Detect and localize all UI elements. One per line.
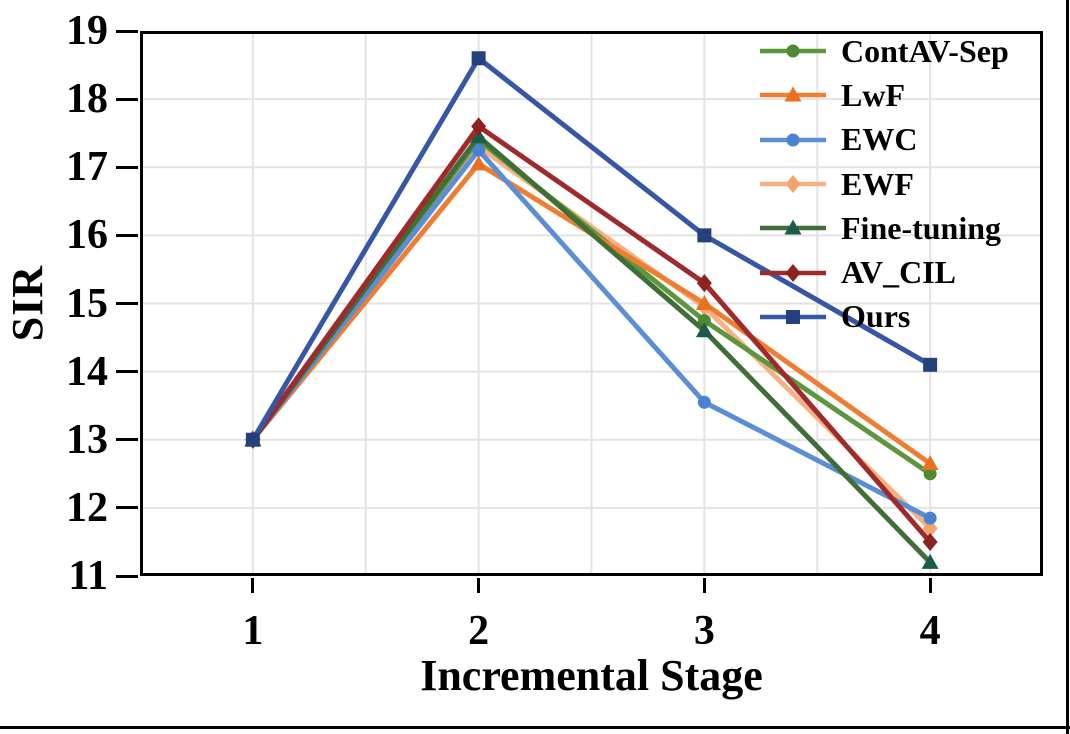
square-marker-Ours: [697, 228, 712, 243]
square-marker-Ours: [923, 357, 938, 372]
triangle-marker-LwF: [695, 295, 713, 310]
x-axis-title: Incremental Stage: [420, 651, 763, 700]
triangle-marker-LwF: [470, 155, 488, 171]
diamond-legend-icon: [760, 263, 826, 282]
y-tick-mark: [116, 165, 138, 169]
legend-label: LwF: [841, 76, 905, 113]
legend-label: AV_CIL: [841, 254, 956, 291]
x-tick-mark: [702, 578, 706, 593]
legend: ContAV-Sep LwF EWC EWF Fine-tuning AV_CIL Ours: [757, 29, 1009, 339]
y-tick-label: 17: [66, 144, 108, 191]
y-tick-mark: [116, 506, 138, 510]
circle-marker-EWC-legend: [786, 133, 800, 147]
legend-label: Ours: [841, 298, 911, 335]
square-marker-Ours: [471, 51, 486, 66]
y-tick-label: 13: [66, 416, 108, 463]
legend-entry-ContAV-Sep: ContAV-Sep: [757, 29, 1009, 73]
circle-legend-icon: [760, 133, 826, 147]
series-line-Ours: [250, 55, 932, 442]
y-tick-label: 15: [66, 280, 108, 327]
y-tick-label: 12: [66, 484, 108, 531]
diamond-marker-AV_CIL-legend: [785, 263, 801, 282]
legend-label: EWF: [841, 165, 914, 202]
y-tick-mark: [116, 302, 138, 305]
y-tick-label: 14: [66, 348, 108, 395]
x-tick-mark: [251, 578, 255, 593]
diamond-marker-AV_CIL: [696, 274, 712, 293]
y-tick-mark: [116, 370, 138, 374]
x-tick-mark: [928, 578, 932, 593]
y-tick-label: 16: [66, 212, 108, 259]
series-line-EWC: [250, 147, 932, 521]
circle-marker-EWC: [923, 511, 937, 525]
triangle-legend-icon: [760, 219, 826, 235]
y-tick-label: 18: [66, 76, 108, 123]
legend-entry-Ours: Ours: [757, 295, 1009, 339]
legend-entry-AV_CIL: AV_CIL: [757, 250, 1009, 294]
triangle-marker-Fine-tuning-legend: [784, 219, 802, 235]
triangle-marker-Fine-tuning: [921, 553, 939, 569]
circle-legend-icon: [760, 44, 826, 58]
figure-right-border: [1066, 0, 1069, 734]
diamond-legend-icon: [760, 175, 826, 194]
legend-entry-EWF: EWF: [757, 162, 1009, 206]
triangle-marker-LwF-legend: [784, 86, 802, 102]
y-tick-mark: [116, 233, 138, 237]
axes-spine: [140, 31, 1043, 576]
y-tick-mark: [116, 574, 138, 578]
circle-marker-ContAV-Sep: [697, 314, 711, 328]
triangle-marker-Fine-tuning: [695, 322, 713, 338]
y-tick-mark: [116, 29, 138, 33]
diamond-marker-EWF-legend: [785, 175, 801, 194]
circle-marker-EWC: [697, 395, 711, 409]
series-line-AV_CIL: [250, 123, 933, 544]
y-tick-mark: [116, 97, 138, 101]
diamond-marker-AV_CIL: [471, 117, 487, 136]
square-marker-Ours-legend: [786, 309, 800, 324]
x-tick-label: 4: [919, 608, 941, 654]
x-tick-label: 2: [468, 608, 490, 654]
legend-label: EWC: [841, 121, 918, 158]
circle-marker-ContAV-Sep-legend: [786, 44, 800, 58]
diamond-marker-AV_CIL: [922, 532, 938, 551]
x-tick-label: 3: [693, 608, 715, 654]
legend-label: ContAV-Sep: [841, 32, 1009, 69]
figure-bottom-border: [0, 726, 1070, 729]
x-tick-label: 1: [242, 608, 264, 654]
circle-marker-ContAV-Sep: [923, 467, 937, 481]
legend-entry-Fine-tuning: Fine-tuning: [757, 206, 1009, 250]
circle-marker-EWC: [472, 143, 486, 157]
square-marker-Ours: [245, 432, 260, 447]
plot-area: [140, 31, 1043, 576]
triangle-legend-icon: [760, 86, 826, 102]
triangle-marker-Fine-tuning: [470, 128, 488, 144]
y-tick-label: 11: [68, 553, 108, 599]
legend-label: Fine-tuning: [841, 209, 1002, 246]
diamond-marker-EWF: [922, 519, 938, 538]
y-tick-mark: [116, 438, 138, 442]
triangle-marker-LwF: [921, 455, 939, 471]
y-tick-label: 19: [66, 8, 108, 54]
legend-entry-EWC: EWC: [757, 118, 1009, 162]
legend-entry-LwF: LwF: [757, 73, 1009, 117]
x-tick-mark: [477, 578, 481, 593]
square-legend-icon: [760, 309, 826, 324]
series-line-Fine-tuning: [250, 134, 932, 565]
